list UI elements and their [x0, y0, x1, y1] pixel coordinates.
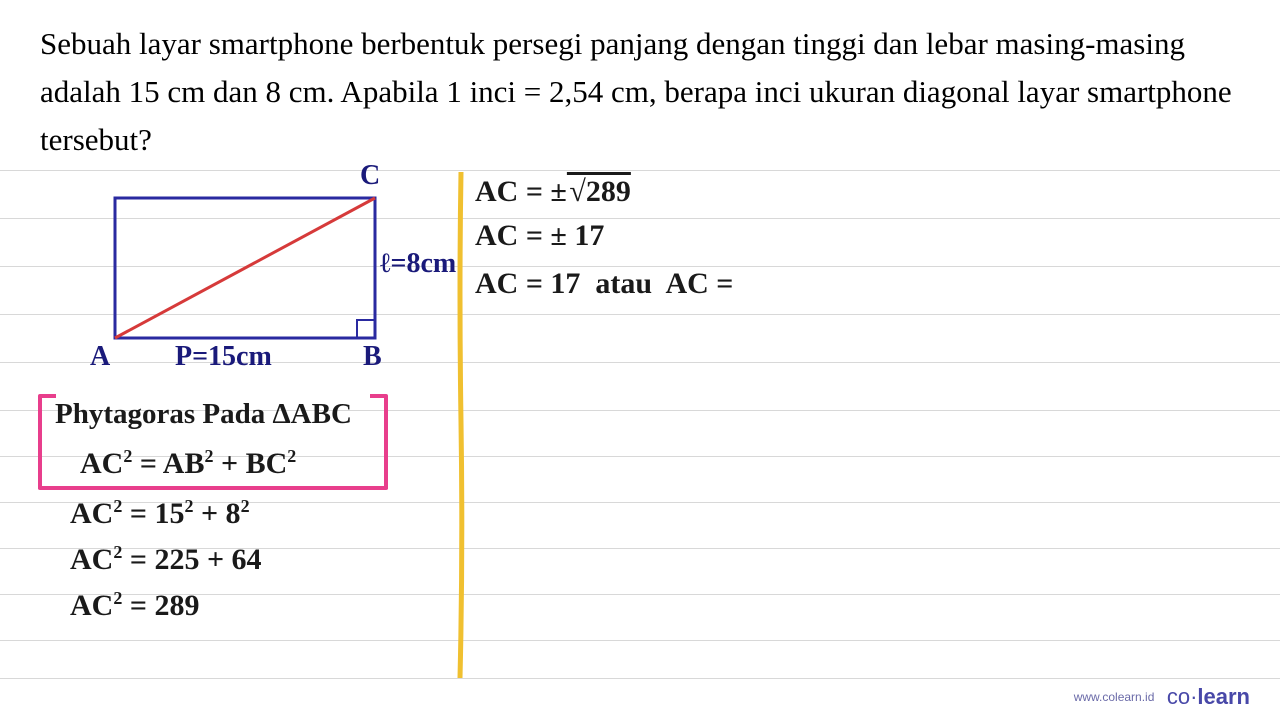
vertical-divider	[457, 172, 465, 678]
work-right-line-2: AC = ± 17	[475, 219, 604, 253]
label-height: ℓ=8cm	[380, 248, 456, 280]
rectangle-diagram: C A B P=15cm ℓ=8cm	[95, 178, 455, 368]
work-right-line-1: AC = ± √289	[475, 175, 631, 209]
work-left-line-1: Phytagoras Pada ΔABC	[55, 398, 352, 431]
question-text: Sebuah layar smartphone berbentuk perseg…	[40, 20, 1240, 164]
work-left-line-5: AC2 = 289	[70, 588, 199, 623]
footer-url: www.colearn.id	[1074, 690, 1155, 704]
label-B: B	[363, 341, 382, 373]
label-C: C	[360, 160, 380, 192]
diagram-svg	[95, 178, 405, 368]
footer-brand: www.colearn.id co·learn	[1074, 684, 1250, 710]
work-left-line-4: AC2 = 225 + 64	[70, 542, 262, 577]
work-left-line-3: AC2 = 152 + 82	[70, 496, 250, 531]
label-A: A	[90, 341, 110, 373]
work-right-line-3: AC = 17 atau AC =	[475, 267, 733, 301]
label-width: P=15cm	[175, 341, 272, 373]
work-left-line-2: AC2 = AB2 + BC2	[80, 446, 296, 481]
footer-logo: co·learn	[1167, 684, 1250, 709]
